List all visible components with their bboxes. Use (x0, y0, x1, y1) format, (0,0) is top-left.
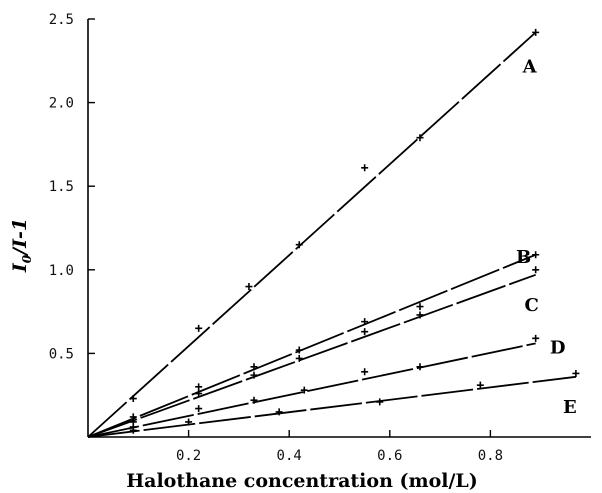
data-point-a (361, 164, 369, 172)
data-point-e (476, 381, 484, 389)
data-point-a (129, 395, 137, 403)
data-point-d (300, 386, 308, 394)
data-point-d (532, 334, 540, 342)
data-point-a (295, 241, 303, 249)
data-point-e (129, 426, 137, 434)
series-label-b: B (516, 247, 531, 268)
data-point-e (376, 398, 384, 406)
y-tick-label: 1.0 (49, 263, 74, 279)
fit-line-a (87, 31, 537, 438)
x-tick-label: 0.6 (377, 448, 402, 464)
data-point-b (250, 363, 258, 371)
series-label-c: C (525, 295, 539, 316)
x-axis-title: Halothane concentration (mol/L) (126, 470, 478, 492)
data-point-e (572, 369, 580, 377)
fit-lines (87, 31, 577, 438)
data-point-e (185, 418, 193, 426)
data-point-c (195, 390, 203, 398)
data-point-b (416, 303, 424, 311)
data-point-a (245, 283, 253, 291)
fit-line-b (87, 253, 537, 438)
data-point-d (250, 396, 258, 404)
data-point-a (532, 28, 540, 36)
data-point-b (532, 251, 540, 259)
data-point-a (195, 324, 203, 332)
fit-line-c (87, 273, 536, 438)
x-tick-label: 0.2 (176, 448, 201, 464)
axes: 0.5 1.0 1.5 2.0 2.5 0.2 0.4 0.6 0.8 (49, 12, 591, 464)
series-label-e: E (563, 397, 577, 418)
y-axis-title: I0/I-1 (9, 218, 34, 273)
data-point-a (416, 134, 424, 142)
series-labels: A B CD E (516, 56, 577, 417)
data-point-b (361, 318, 369, 326)
fit-line-e (87, 375, 577, 438)
series-label-a: A (522, 56, 538, 77)
data-point-c (295, 354, 303, 362)
data-point-c (532, 266, 540, 274)
data-point-b (295, 346, 303, 354)
y-tick-label: 2.5 (49, 12, 74, 28)
x-tick-label: 0.4 (277, 448, 302, 464)
x-tick-label: 0.8 (478, 448, 503, 464)
data-point-b (195, 383, 203, 391)
y-tick-label: 2.0 (49, 96, 74, 112)
data-point-d (195, 405, 203, 413)
series-label-d: D (550, 337, 566, 358)
data-point-d (361, 368, 369, 376)
data-point-c (250, 371, 258, 379)
data-point-c (416, 311, 424, 319)
fit-line-d (87, 342, 536, 438)
y-tick-label: 1.5 (49, 179, 74, 195)
data-point-d (416, 363, 424, 371)
data-points (129, 28, 580, 434)
y-tick-label: 0.5 (49, 346, 74, 362)
data-point-c (361, 328, 369, 336)
data-point-e (275, 408, 283, 416)
